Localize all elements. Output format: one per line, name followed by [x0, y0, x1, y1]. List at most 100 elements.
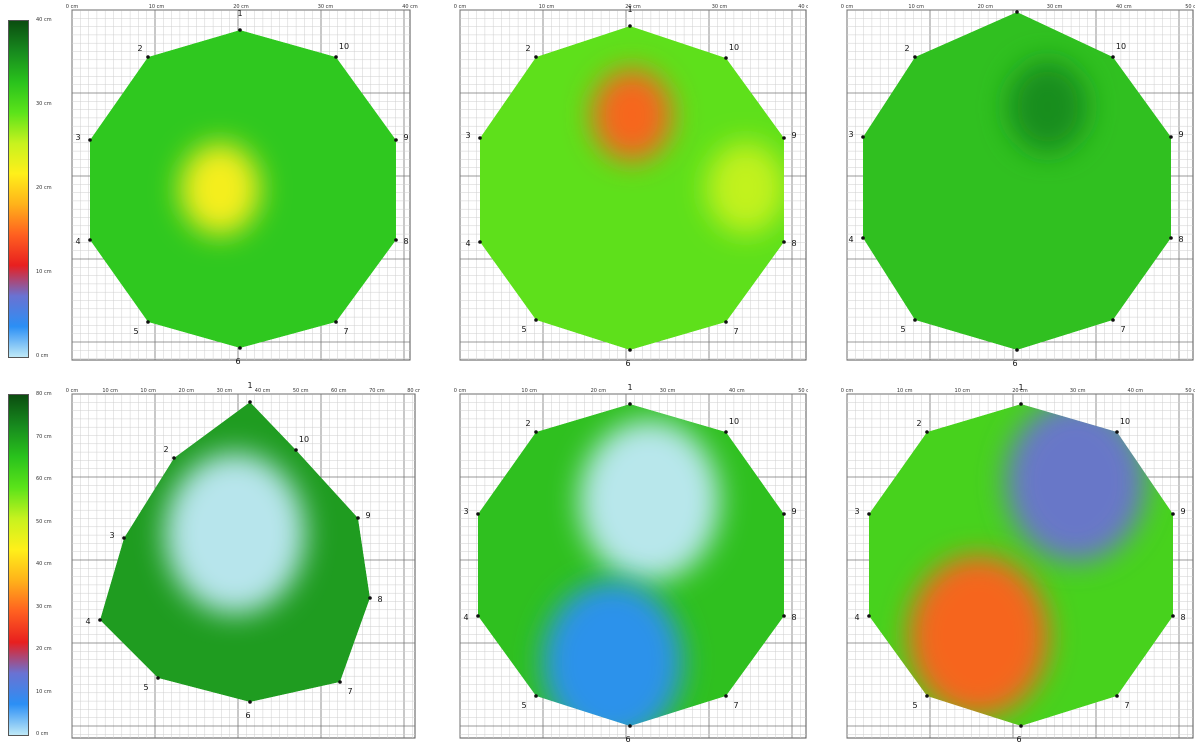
x-tick-label: 0 cm [454, 4, 467, 10]
hotspot-core [165, 452, 305, 614]
point-label: 3 [109, 531, 114, 540]
measurement-point [913, 55, 917, 59]
legend-tick-label: 40 cm [36, 17, 52, 23]
legend-tick-label: 40 cm [36, 561, 52, 567]
measurement-point [248, 700, 252, 704]
point-label: 6 [245, 711, 250, 720]
measurement-point [248, 400, 252, 404]
color-scale-legend-bottom: 80 cm 70 cm 60 cm 50 cm 40 cm 30 cm 20 cm 10 cm… [0, 391, 58, 737]
color-scale-bar [8, 20, 29, 358]
measurement-point [534, 318, 538, 322]
measurement-point [172, 456, 176, 460]
hotspot-mark [706, 142, 784, 234]
hotspot-core [542, 581, 683, 726]
point-label: 7 [343, 327, 348, 336]
point-label: 10 [729, 43, 739, 52]
measurement-point [724, 430, 728, 434]
point-label: 2 [163, 445, 168, 454]
measurement-point [1171, 512, 1175, 516]
x-tick-label: 10 cm [955, 388, 971, 394]
x-tick-label: 30 cm [1047, 4, 1063, 10]
point-label: 1 [627, 383, 632, 392]
x-tick-label: 0 cm [454, 388, 467, 394]
hotspot-core [1007, 60, 1088, 153]
x-tick-label: 10 cm [102, 388, 118, 394]
legend-tick-label: 30 cm [36, 101, 52, 107]
measurement-point [782, 614, 786, 618]
x-tick-label: 10 cm [908, 4, 924, 10]
point-label: 7 [1124, 701, 1129, 710]
point-label: 5 [521, 325, 526, 334]
x-tick-label: 10 cm [897, 388, 913, 394]
point-label: 8 [791, 239, 796, 248]
legend-tick-label: 60 cm [36, 476, 52, 482]
measurement-point [146, 55, 150, 59]
measurement-point [478, 240, 482, 244]
measurement-point [534, 55, 538, 59]
heat-surface [869, 404, 1173, 726]
point-label: 6 [235, 357, 240, 364]
measurement-point [88, 238, 92, 242]
point-label: 8 [403, 237, 408, 246]
heat-surface [90, 30, 396, 348]
point-label: 8 [1178, 235, 1183, 244]
contour-map-panel-4: 0 cm 10 cm 10 cm 20 cm 30 cm 40 cm 50 cm 60 cm 7… [60, 368, 420, 744]
hotspot-core [908, 555, 1049, 717]
point-label: 5 [912, 701, 917, 710]
point-label: 5 [133, 327, 138, 336]
measurement-point [628, 24, 632, 28]
measurement-point [1019, 402, 1023, 406]
point-label: 4 [85, 617, 90, 626]
point-label: 10 [1116, 42, 1126, 51]
surface-base [480, 26, 784, 350]
hotspot-core [180, 143, 261, 235]
legend-tick-label: 10 cm [36, 688, 52, 695]
x-tick-label: 0 cm [841, 388, 854, 394]
hotspot-mark [180, 143, 261, 235]
point-label: 10 [299, 435, 309, 444]
x-tick-label: 10 cm [521, 388, 537, 394]
contour-map-panel-6: 0 cm 10 cm 10 cm 20 cm 30 cm 40 cm 50 cm 1 2 3 4 5 6… [835, 368, 1195, 744]
measurement-point [1169, 236, 1173, 240]
surface-base [863, 12, 1171, 350]
x-tick-label: 20 cm [179, 388, 195, 394]
measurement-point [867, 512, 871, 516]
legend-tick-label: 50 cm [36, 518, 52, 525]
measurement-point [334, 55, 338, 59]
point-label: 10 [339, 42, 349, 51]
point-label: 9 [791, 507, 796, 516]
point-label: 3 [463, 507, 468, 516]
measurement-point [724, 56, 728, 60]
heat-surface [478, 404, 784, 726]
x-tick-label: 30 cm [660, 388, 676, 394]
point-label: 4 [465, 239, 470, 248]
measurement-point [1115, 694, 1119, 698]
measurement-point [1111, 55, 1115, 59]
contour-map-panel-2: 0 cm 10 cm 20 cm 30 cm 40 cm 1 2 3 4 5 6 7 8 9 10 [448, 2, 808, 372]
measurement-point [861, 236, 865, 240]
measurement-point [534, 430, 538, 434]
x-tick-label: 40 cm [255, 388, 271, 394]
measurement-point [724, 320, 728, 324]
x-tick-label: 10 cm [140, 388, 156, 394]
hotspot-mark [165, 452, 305, 614]
measurement-point [156, 676, 160, 680]
x-tick-label: 20 cm [591, 388, 607, 394]
measurement-point [1115, 430, 1119, 434]
point-label: 3 [848, 130, 853, 139]
point-label: 1 [1018, 383, 1023, 392]
measurement-point [925, 430, 929, 434]
heat-surface [863, 12, 1171, 350]
color-scale-bar [8, 394, 29, 736]
point-label: 9 [365, 511, 370, 520]
legend-tick-label: 20 cm [36, 185, 52, 191]
x-tick-label: 0 cm [841, 4, 854, 10]
measurement-point [88, 138, 92, 142]
measurement-point [294, 448, 298, 452]
x-tick-label: 40 cm [1128, 388, 1144, 394]
x-tick-label: 50 cm [1185, 388, 1195, 394]
measurement-point [628, 724, 632, 728]
measurement-point [98, 618, 102, 622]
point-label: 6 [625, 735, 630, 744]
point-label: 4 [854, 613, 859, 622]
